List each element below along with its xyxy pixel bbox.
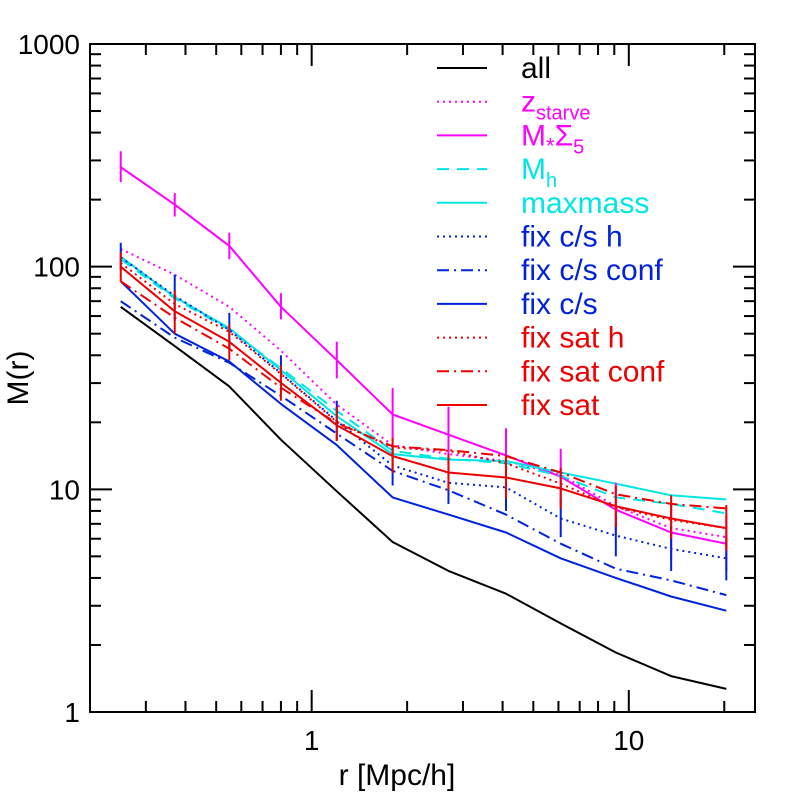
axis-ticks — [89, 43, 755, 713]
plot-frame — [89, 43, 756, 713]
series-line-fix-sat-conf — [120, 280, 727, 510]
series-layer — [120, 166, 727, 690]
series-line-m-5 — [120, 166, 727, 545]
legend-label: fix c/s — [521, 288, 598, 321]
legend-label: Mh — [521, 153, 557, 192]
y-tick-label: 100 — [33, 252, 80, 283]
series-line-fix-c-s-h — [120, 256, 727, 560]
y-tick-label: 1000 — [18, 29, 80, 60]
legend-label: fix c/s conf — [521, 254, 663, 287]
series-line--h — [120, 258, 727, 515]
series-line-fix-c-s — [120, 280, 727, 612]
series-line-all — [120, 305, 727, 690]
y-tick-label: 10 — [49, 474, 80, 505]
legend-label: M*Σ5 — [521, 119, 584, 158]
series-line-fix-c-s-conf — [120, 300, 727, 597]
legend-label: fix sat — [521, 389, 600, 422]
errorbar-layer — [119, 151, 728, 581]
x-tick-label: 10 — [613, 725, 644, 756]
legend-label: zstarve — [521, 86, 590, 125]
y-axis-title: M(r) — [2, 351, 35, 406]
x-tick-label: 1 — [304, 725, 320, 756]
series-line-fix-sat — [120, 265, 727, 530]
x-axis-title: r [Mpc/h] — [339, 759, 456, 792]
legend-label: fix sat conf — [521, 355, 665, 388]
y-tick-label: 1 — [64, 697, 80, 728]
legend-label: maxmass — [521, 187, 649, 220]
legend-label: all — [521, 52, 551, 85]
legend-label: fix c/s h — [521, 221, 623, 254]
series-line-z-starve — [120, 248, 727, 539]
legend-label: fix sat h — [521, 322, 624, 355]
series-line-maxmass — [120, 255, 727, 501]
tick-labels: 1 10 1 10 100 1000 — [18, 29, 645, 756]
